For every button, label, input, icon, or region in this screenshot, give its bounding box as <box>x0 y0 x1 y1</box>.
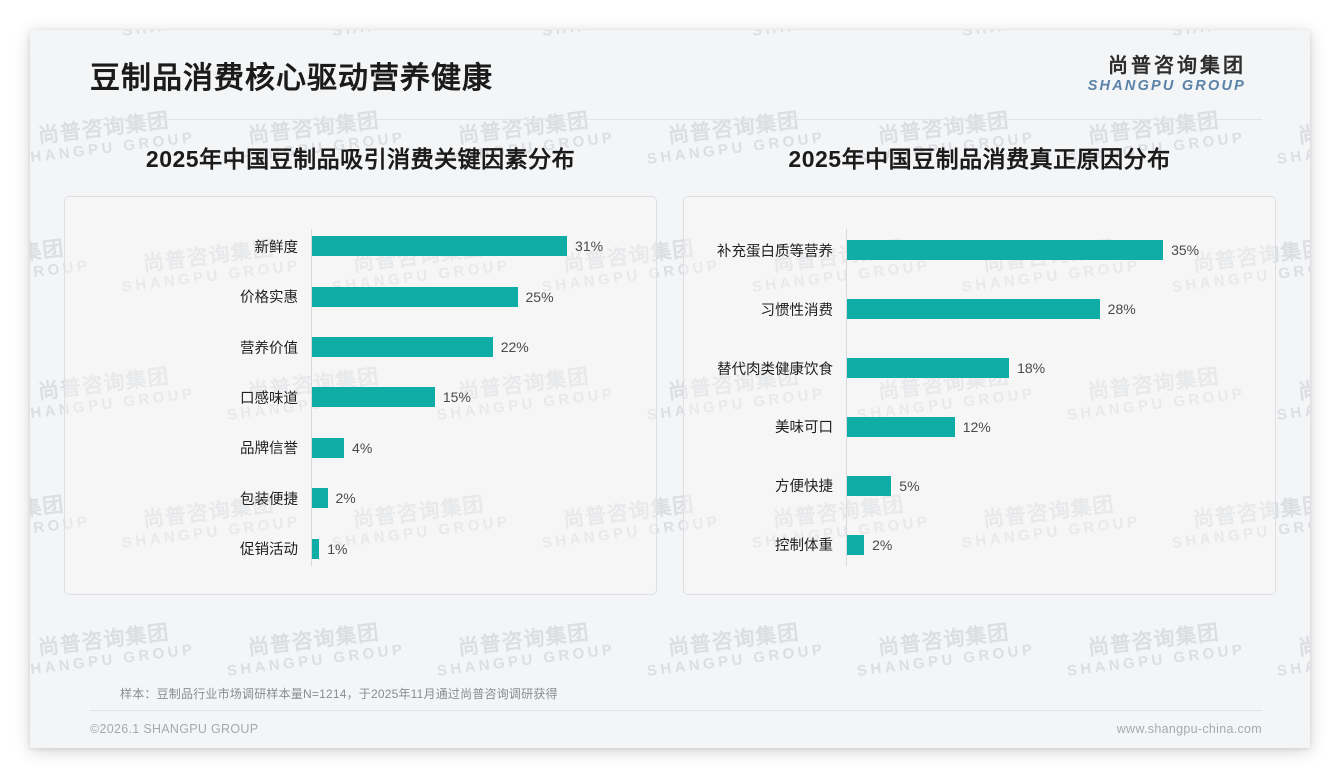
bar-value-label: 28% <box>1107 301 1136 318</box>
slide-header: 豆制品消费核心驱动营养健康 尚普咨询集团 SHANGPU GROUP <box>30 30 1310 119</box>
bar-row: 价格实惠 25% <box>65 274 638 320</box>
bar-list-left: 新鲜度 31% 价格实惠 25% 营养价值 22% 口感味道 15% 品牌信誉 4% 包装便捷 2% 促… <box>65 221 638 574</box>
watermark-english: SHANGPU GROUP <box>1065 640 1247 680</box>
bar-value-label: 2% <box>335 490 356 507</box>
footer-divider <box>90 710 1262 711</box>
logo-english-text: SHANGPU GROUP <box>1087 77 1246 94</box>
chart-block-left: 2025年中国豆制品吸引消费关键因素分布 新鲜度 31% 价格实惠 25% 营养价值 22… <box>64 140 657 595</box>
footer-website[interactable]: www.shangpu-china.com <box>1116 722 1262 736</box>
bar-value-label: 22% <box>500 339 529 356</box>
bar-list-right: 补充蛋白质等营养 35% 习惯性消费 28% 替代肉类健康饮食 18% 美味可口 12% 方便快… <box>684 221 1257 574</box>
bar-rect <box>846 416 955 437</box>
header-divider <box>90 119 1262 120</box>
watermark-chinese: 尚普咨询集团 <box>246 621 381 661</box>
watermark-english: SHANGPU GROUP <box>225 640 407 680</box>
bar-value-label: 5% <box>899 477 920 494</box>
bar-rect <box>311 286 518 307</box>
bar-row: 控制体重 2% <box>684 522 1257 568</box>
bar-value-label: 18% <box>1017 360 1046 377</box>
bar-row: 品牌信誉 4% <box>65 425 638 471</box>
bar-rect <box>311 337 493 358</box>
source-note: 样本：豆制品行业市场调研样本量N=1214，于2025年11月通过尚普咨询调研获… <box>120 687 558 701</box>
chart-title-left: 2025年中国豆制品吸引消费关键因素分布 <box>145 146 576 172</box>
bar-rect <box>846 358 1010 379</box>
bar-category-label: 营养价值 <box>240 340 298 357</box>
bar-row: 替代肉类健康饮食 18% <box>684 345 1257 391</box>
bar-row: 美味可口 12% <box>684 404 1257 450</box>
bar-row: 营养价值 22% <box>65 324 638 370</box>
watermark-english: SHANGPU GROUP <box>30 640 197 680</box>
chart-block-right: 2025年中国豆制品消费真正原因分布 补充蛋白质等营养 35% 习惯性消费 28% 替代… <box>683 140 1276 595</box>
watermark-english: SHANGPU GROUP <box>1275 641 1310 680</box>
bar-row: 方便快捷 5% <box>684 463 1257 509</box>
watermark-chinese: 尚普咨询集团 <box>1296 621 1310 661</box>
bar-category-label: 控制体重 <box>775 538 833 555</box>
bar-rect <box>311 437 345 458</box>
bar-value-label: 35% <box>1171 242 1200 259</box>
footer-copyright: ©2026.1 SHANGPU GROUP <box>90 722 259 736</box>
bar-category-label: 品牌信誉 <box>240 441 298 458</box>
bar-category-label: 补充蛋白质等营养 <box>717 243 833 260</box>
bar-category-label: 替代肉类健康饮食 <box>717 361 833 378</box>
bar-category-label: 方便快捷 <box>775 479 833 496</box>
bar-value-label: 2% <box>872 536 893 553</box>
axis-line-left <box>311 229 312 566</box>
watermark-english: SHANGPU GROUP <box>645 640 827 680</box>
watermark-chinese: 尚普咨询集团 <box>876 621 1011 661</box>
bar-category-label: 习惯性消费 <box>760 302 834 319</box>
bar-value-label: 12% <box>962 418 991 435</box>
bar-rect <box>846 534 865 555</box>
bar-row: 新鲜度 31% <box>65 223 638 269</box>
bar-row: 习惯性消费 28% <box>684 286 1257 332</box>
bar-row: 补充蛋白质等营养 35% <box>684 227 1257 273</box>
bar-value-label: 25% <box>525 288 554 305</box>
bar-value-label: 4% <box>352 439 373 456</box>
watermark-chinese: 尚普咨询集团 <box>666 621 801 661</box>
bar-category-label: 美味可口 <box>775 420 833 437</box>
bar-category-label: 包装便捷 <box>240 491 298 508</box>
slide-footer: ©2026.1 SHANGPU GROUP www.shangpu-china.… <box>30 710 1310 748</box>
bar-category-label: 新鲜度 <box>254 239 299 256</box>
bar-category-label: 口感味道 <box>240 390 298 407</box>
bar-category-label: 价格实惠 <box>240 290 298 307</box>
chart-card-right: 补充蛋白质等营养 35% 习惯性消费 28% 替代肉类健康饮食 18% 美味可口 12% 方便快… <box>683 196 1276 595</box>
watermark-chinese: 尚普咨询集团 <box>456 621 591 661</box>
chart-card-left: 新鲜度 31% 价格实惠 25% 营养价值 22% 口感味道 15% 品牌信誉 4% 包装便捷 2% 促… <box>64 196 657 595</box>
bar-row: 促销活动 1% <box>65 526 638 572</box>
logo-chinese-text: 尚普咨询集团 <box>1108 55 1246 78</box>
bar-value-label: 1% <box>327 540 348 557</box>
watermark-english: SHANGPU GROUP <box>855 640 1037 680</box>
charts-container: 2025年中国豆制品吸引消费关键因素分布 新鲜度 31% 价格实惠 25% 营养价值 22… <box>30 140 1310 595</box>
bar-rect <box>311 488 328 509</box>
bar-rect <box>311 236 568 257</box>
bar-rect <box>311 387 435 408</box>
bar-row: 口感味道 15% <box>65 374 638 420</box>
bar-value-label: 31% <box>575 238 604 255</box>
watermark-chinese: 尚普咨询集团 <box>36 621 171 661</box>
brand-logo: 尚普咨询集团 SHANGPU GROUP <box>1088 55 1278 94</box>
watermark-chinese: 尚普咨询集团 <box>1086 621 1221 661</box>
chart-title-right: 2025年中国豆制品消费真正原因分布 <box>788 146 1171 172</box>
page-title: 豆制品消费核心驱动营养健康 <box>90 61 493 95</box>
bar-row: 包装便捷 2% <box>65 475 638 521</box>
slide-canvas: 尚普咨询集团 SHANGPU GROUP 尚普咨询集团 SHANGPU GROUP 尚普… <box>30 30 1310 748</box>
axis-line-right <box>846 229 847 566</box>
bar-category-label: 促销活动 <box>240 542 298 559</box>
bar-value-label: 15% <box>442 389 471 406</box>
bar-rect <box>311 538 320 559</box>
bar-rect <box>846 475 892 496</box>
bar-rect <box>846 240 1164 261</box>
watermark-english: SHANGPU GROUP <box>435 640 617 680</box>
bar-rect <box>846 299 1100 320</box>
